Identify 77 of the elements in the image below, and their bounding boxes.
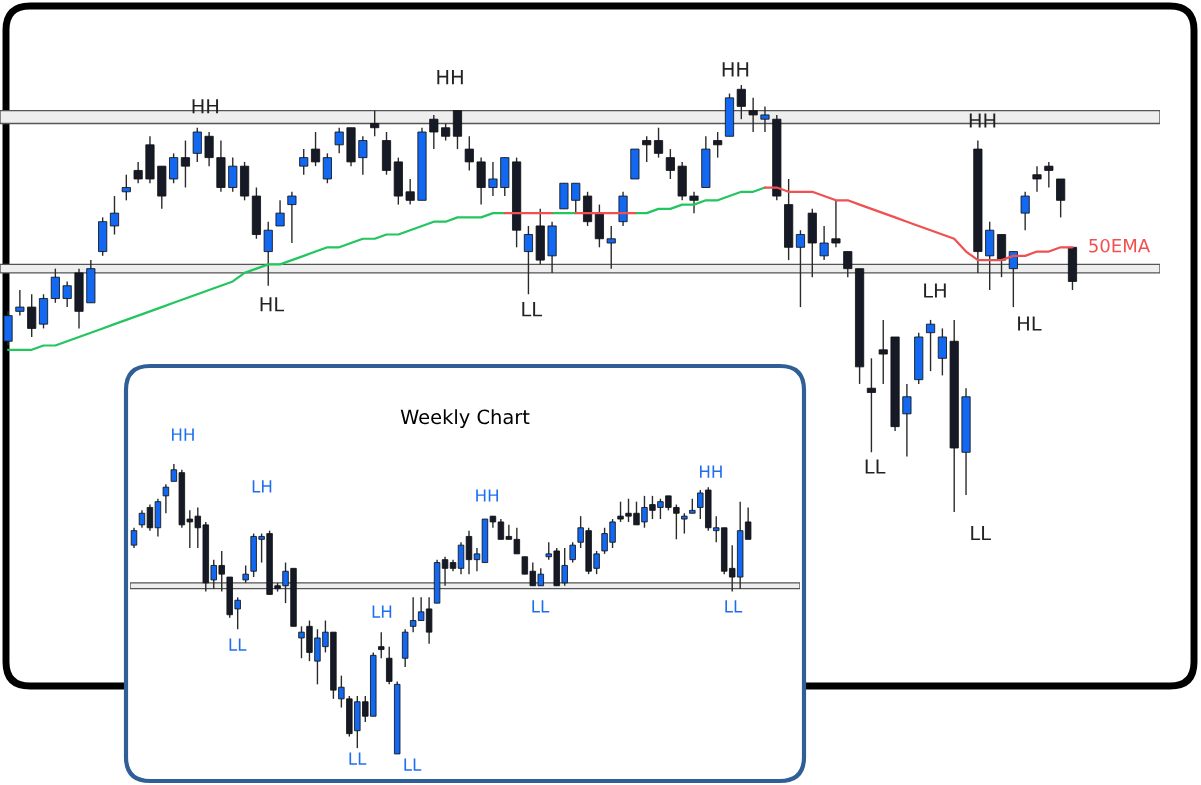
candlestick [681, 512, 688, 535]
candlestick [1056, 178, 1066, 219]
candlestick [358, 135, 368, 176]
candlestick [204, 131, 214, 167]
text: HH [722, 62, 749, 77]
candlestick [465, 529, 473, 575]
candlestick [488, 161, 498, 197]
annotation: HL [1018, 316, 1042, 331]
candlestick [334, 127, 344, 155]
candlestick [405, 178, 415, 206]
candlestick [642, 135, 652, 163]
annotation: LH [372, 605, 392, 618]
candlestick [180, 139, 191, 189]
candlestick [464, 135, 474, 172]
candlestick [926, 319, 936, 372]
candlestick [378, 631, 385, 659]
annotation: LL [532, 600, 550, 613]
candlestick [1032, 165, 1042, 193]
annotation: LH [252, 480, 272, 493]
candlestick [457, 541, 465, 575]
candlestick [819, 225, 829, 261]
text: HH [437, 69, 463, 85]
text: LL [971, 525, 991, 541]
candlestick [322, 152, 332, 184]
candlestick [275, 199, 285, 227]
candlestick [299, 148, 309, 176]
candlestick [1044, 161, 1054, 189]
text: LL [404, 758, 422, 771]
candlestick [937, 327, 947, 377]
candlestick [760, 105, 770, 133]
candlestick [571, 182, 581, 214]
candlestick [109, 195, 120, 236]
candlestick [15, 289, 25, 317]
candlestick [843, 250, 853, 278]
candlestick [795, 229, 806, 308]
candlestick [50, 267, 60, 304]
annotation: LL [349, 752, 367, 765]
candlestick [569, 541, 576, 564]
candlestick [169, 152, 179, 184]
candlestick [429, 114, 439, 150]
annotation: HH [699, 465, 722, 478]
candlestick [736, 84, 746, 120]
candlestick [310, 131, 321, 167]
candlestick [523, 225, 533, 295]
annotation: LH [924, 283, 946, 298]
candlestick [130, 527, 138, 549]
candlestick [133, 161, 143, 184]
candlestick [653, 127, 664, 159]
candlestick [831, 199, 841, 248]
candlestick [748, 97, 758, 133]
series-label: 50EMA [1089, 238, 1151, 253]
annotation: LL [229, 638, 247, 651]
annotation: HH [476, 489, 498, 502]
candlestick [27, 293, 37, 338]
annotation: HL [260, 297, 285, 312]
candlestick [689, 191, 699, 214]
candlestick [228, 156, 238, 193]
annotation: LL [865, 459, 886, 474]
annotation: LL [522, 302, 543, 317]
candlestick [1020, 191, 1030, 231]
candlestick [162, 483, 170, 514]
chart-title: Weekly Chart [400, 409, 530, 428]
candlestick [370, 109, 380, 137]
candlestick [121, 174, 131, 202]
candlestick [713, 131, 723, 159]
annotation: HH [172, 428, 194, 441]
candlestick [902, 383, 912, 458]
candlestick [287, 191, 297, 244]
candlestick [263, 220, 273, 287]
annotation: LL [725, 600, 743, 613]
candlestick [386, 645, 393, 686]
candlestick [866, 357, 876, 453]
candlestick [606, 225, 616, 270]
candlestick [665, 148, 675, 180]
candlestick [192, 127, 202, 163]
candlestick [878, 319, 888, 385]
candlestick [62, 280, 72, 308]
